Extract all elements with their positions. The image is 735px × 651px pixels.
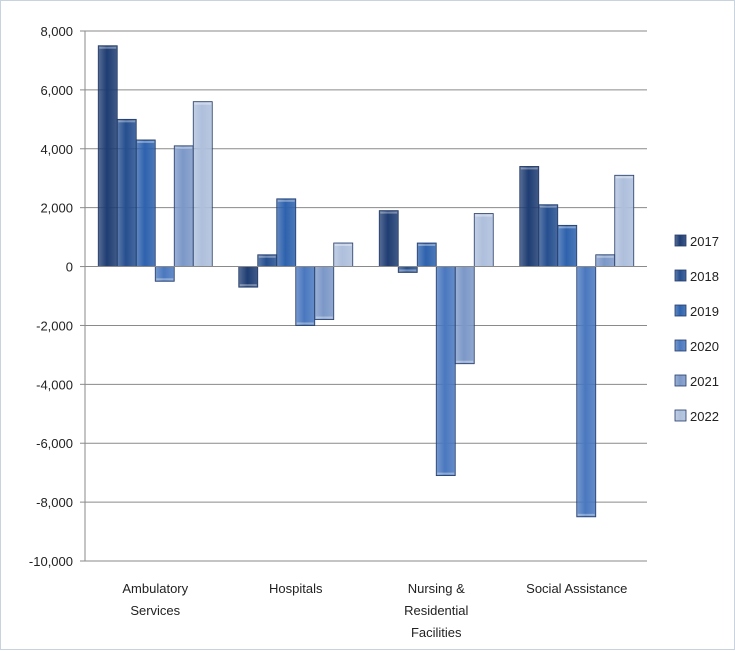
legend-label: 2019 — [690, 304, 719, 319]
bar-highlight — [596, 255, 614, 258]
legend-swatch — [674, 269, 687, 282]
bar-2021 — [454, 266, 475, 365]
bar-highlight — [380, 211, 398, 214]
y-tick-label: -6,000 — [36, 436, 73, 451]
legend: 2017 2018 2019 2020 2021 2022 — [674, 234, 719, 424]
category-label: Nursing & — [408, 581, 465, 596]
y-tick-label: 4,000 — [40, 142, 73, 157]
y-tick-label: 6,000 — [40, 83, 73, 98]
bar-highlight — [137, 140, 155, 143]
bar-2020 — [576, 266, 597, 518]
bar-highlight — [399, 269, 417, 272]
legend-label: 2018 — [690, 269, 719, 284]
bar-highlight — [99, 46, 117, 49]
category-label: Hospitals — [269, 581, 323, 596]
y-tick-label: 0 — [66, 260, 73, 275]
legend-label: 2017 — [690, 234, 719, 249]
grid-lines — [80, 30, 647, 562]
bar-highlight — [475, 214, 493, 217]
bar-highlight — [615, 176, 633, 179]
bar-highlight — [118, 120, 136, 123]
bar-2020 — [435, 266, 456, 477]
bar-2017 — [378, 210, 399, 267]
bar-highlight — [456, 360, 474, 363]
bar-highlight — [577, 513, 595, 516]
bar-2018 — [116, 118, 137, 267]
bar-2019 — [135, 139, 156, 267]
legend-swatch — [674, 339, 687, 352]
category-label: Facilities — [411, 625, 462, 640]
legend-label: 2022 — [690, 409, 719, 424]
x-axis-categories: Ambulatory Services Hospitals Nursing & Resi… — [122, 581, 627, 640]
bar-highlight — [239, 284, 257, 287]
legend-label: 2021 — [690, 374, 719, 389]
y-tick-label: -4,000 — [36, 377, 73, 392]
bar-highlight — [539, 205, 557, 208]
category-label: Ambulatory — [122, 581, 188, 596]
bar-highlight — [194, 102, 212, 105]
bar-highlight — [296, 322, 314, 325]
bar-highlight — [258, 255, 276, 258]
bar-2019 — [416, 242, 437, 267]
legend-swatch — [674, 304, 687, 317]
bar-2022 — [333, 242, 354, 267]
bar-2021 — [173, 145, 194, 267]
bar-highlight — [437, 472, 455, 475]
legend-swatch — [674, 409, 687, 422]
y-tick-label: 8,000 — [40, 24, 73, 39]
bar-2019 — [276, 198, 297, 267]
y-axis-ticks: 8,000 6,000 4,000 2,000 0 -2,000 -4,000 -6,000 -… — [29, 24, 73, 569]
y-tick-label: -10,000 — [29, 554, 73, 569]
category-label: Social Assistance — [526, 581, 627, 596]
bar-2017 — [519, 166, 540, 267]
bar-2022 — [473, 213, 494, 267]
bar-2019 — [557, 224, 578, 267]
bar-highlight — [175, 146, 193, 149]
bar-highlight — [156, 278, 174, 281]
bar-highlight — [334, 244, 352, 246]
bar-2020 — [295, 266, 316, 326]
legend-swatch — [674, 374, 687, 387]
category-label: Services — [130, 603, 180, 618]
bar-2022 — [192, 101, 213, 267]
bar-2017 — [97, 45, 118, 267]
bars — [97, 45, 635, 518]
legend-label: 2020 — [690, 339, 719, 354]
bar-2022 — [614, 174, 635, 267]
legend-swatch — [674, 234, 687, 247]
axes — [84, 31, 647, 561]
bar-2018 — [538, 204, 559, 267]
bar-2017 — [238, 266, 259, 288]
bar-highlight — [558, 226, 576, 229]
bar-highlight — [277, 199, 295, 202]
y-tick-label: -8,000 — [36, 495, 73, 510]
y-tick-label: 2,000 — [40, 201, 73, 216]
bar-highlight — [418, 244, 436, 246]
category-label: Residential — [404, 603, 468, 618]
bar-highlight — [520, 167, 538, 170]
bar-2021 — [314, 266, 335, 320]
bar-highlight — [315, 316, 333, 319]
y-tick-label: -2,000 — [36, 318, 73, 333]
